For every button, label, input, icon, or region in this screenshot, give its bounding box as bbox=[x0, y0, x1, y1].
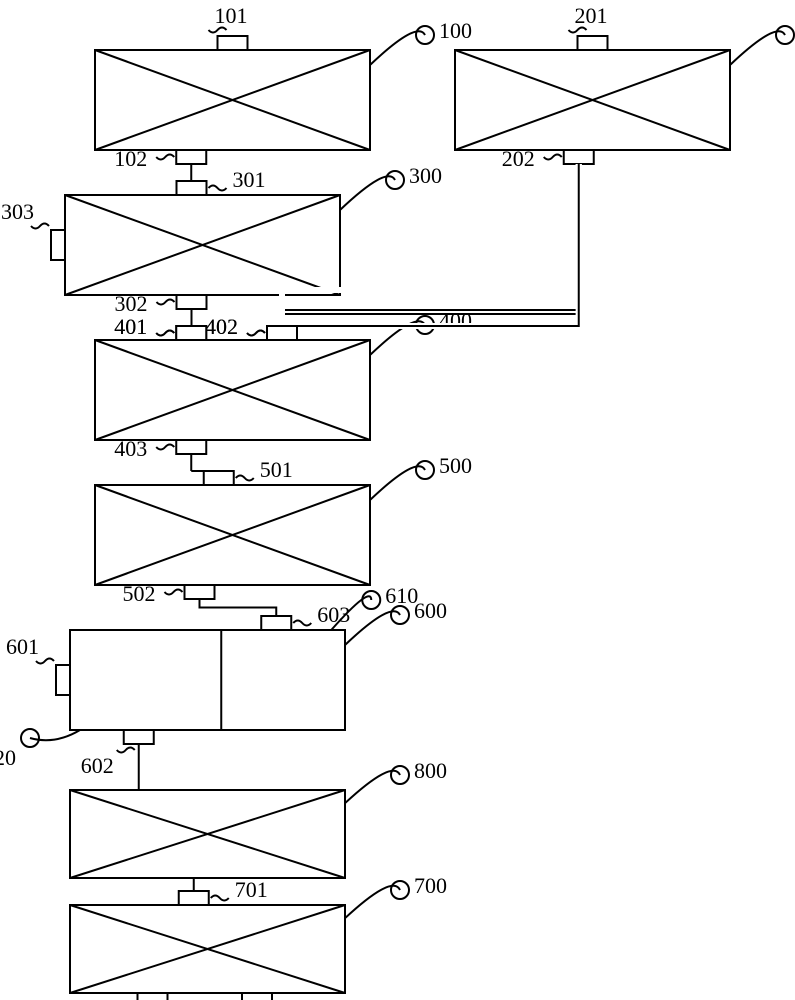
svg-text:402: 402 bbox=[205, 314, 238, 339]
svg-text:300: 300 bbox=[409, 163, 442, 188]
svg-text:302: 302 bbox=[115, 291, 148, 316]
svg-text:602: 602 bbox=[81, 753, 114, 778]
svg-text:701: 701 bbox=[235, 877, 268, 902]
port-303 bbox=[51, 230, 65, 260]
port-102 bbox=[176, 150, 206, 164]
block-600 bbox=[70, 630, 345, 730]
svg-text:800: 800 bbox=[414, 758, 447, 783]
svg-text:500: 500 bbox=[439, 453, 472, 478]
port-202 bbox=[564, 150, 594, 164]
port-601 bbox=[56, 665, 70, 695]
svg-text:202: 202 bbox=[502, 146, 535, 171]
svg-text:502: 502 bbox=[123, 581, 156, 606]
svg-text:600: 600 bbox=[414, 598, 447, 623]
port-603 bbox=[261, 616, 291, 630]
port-702 bbox=[138, 993, 168, 1000]
svg-text:620: 620 bbox=[0, 745, 16, 770]
svg-text:401: 401 bbox=[114, 314, 147, 339]
port-402 bbox=[267, 326, 297, 340]
svg-text:610: 610 bbox=[385, 583, 418, 608]
port-401 bbox=[176, 326, 206, 340]
svg-text:601: 601 bbox=[6, 634, 39, 659]
port-201 bbox=[578, 36, 608, 50]
svg-text:102: 102 bbox=[114, 146, 147, 171]
port-701 bbox=[179, 891, 209, 905]
port-602 bbox=[124, 730, 154, 744]
svg-text:100: 100 bbox=[439, 18, 472, 43]
port-301 bbox=[177, 181, 207, 195]
port-501 bbox=[204, 471, 234, 485]
port-302 bbox=[177, 295, 207, 309]
svg-text:700: 700 bbox=[414, 873, 447, 898]
port-403 bbox=[176, 440, 206, 454]
diagram-canvas: 1001011022002012023003013023034004014024… bbox=[0, 0, 795, 1000]
svg-text:303: 303 bbox=[1, 199, 34, 224]
port-101 bbox=[218, 36, 248, 50]
port-502 bbox=[185, 585, 215, 599]
svg-text:403: 403 bbox=[114, 436, 147, 461]
port-703 bbox=[242, 993, 272, 1000]
svg-text:501: 501 bbox=[260, 457, 293, 482]
svg-text:301: 301 bbox=[233, 167, 266, 192]
svg-text:101: 101 bbox=[215, 3, 248, 28]
svg-text:201: 201 bbox=[575, 3, 608, 28]
